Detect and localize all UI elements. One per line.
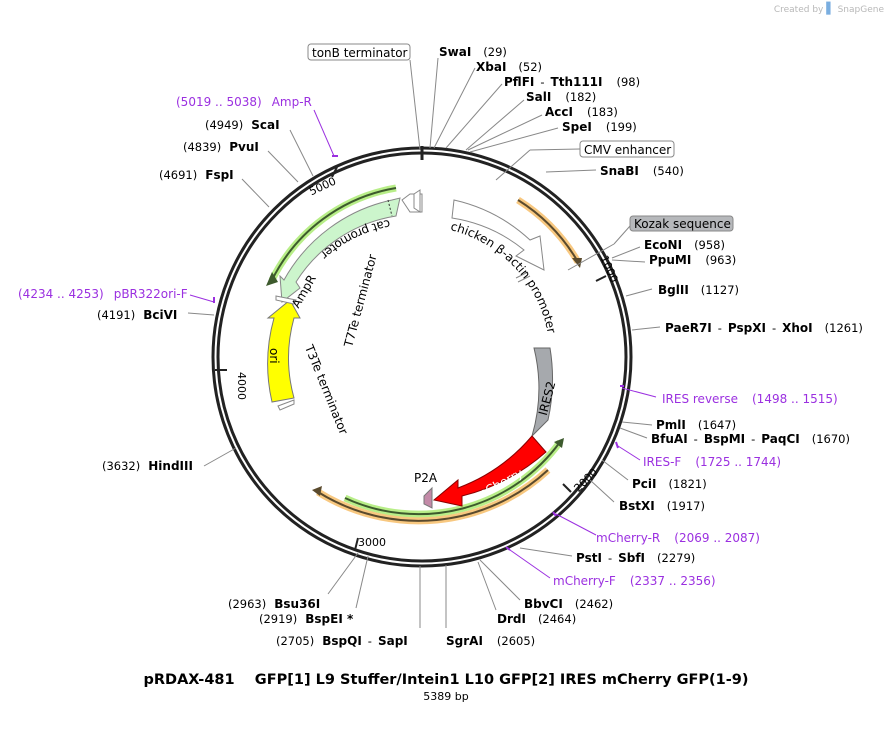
enzyme-pvui[interactable]: (4839) PvuI [183, 140, 259, 154]
svg-text:Kozak sequence: Kozak sequence [634, 217, 731, 231]
enzyme-bcivi[interactable]: (4191) BciVI [97, 308, 177, 322]
label-t7te: T7Te terminator [341, 253, 379, 350]
enzyme-bsu36i[interactable]: (2963) Bsu36I [228, 597, 320, 611]
label-tonb-terminator[interactable]: tonB terminator [307, 43, 421, 151]
enzyme-bfuai-bspmi-paqci[interactable]: BfuAI - BspMI - PaqCI (1670) [651, 432, 850, 446]
enzyme-pmli[interactable]: PmlI (1647) [656, 418, 736, 432]
enzyme-hindiii[interactable]: (3632) HindIII [102, 459, 193, 473]
enzyme-labels-left: (2705) BspQI - SapI (2919) BspEI * (2963) Bsu… [97, 118, 421, 648]
plasmid-description: GFP[1] L9 Stuffer/Intein1 L10 GFP[2] IRE… [254, 672, 749, 688]
primer-ires-reverse[interactable]: IRES reverse (1498 .. 1515) [662, 392, 838, 406]
tick-1000: 1000 [597, 254, 620, 285]
orf-arcs [266, 184, 582, 525]
plasmid-length: 5389 bp [423, 690, 469, 703]
feature-t3te-terminator[interactable] [277, 399, 295, 411]
feature-t7te-terminator[interactable] [275, 295, 297, 305]
feature-p2a[interactable] [423, 486, 433, 509]
enzyme-scai[interactable]: (4949) ScaI [205, 118, 280, 132]
enzyme-acci[interactable]: AccI (183) [545, 105, 618, 119]
enzyme-psti-sbfi[interactable]: PstI - SbfI (2279) [576, 551, 695, 565]
primer-mcherry-f[interactable]: mCherry-F (2337 .. 2356) [553, 574, 716, 588]
enzyme-xbai[interactable]: XbaI (52) [476, 60, 542, 74]
enzyme-spei[interactable]: SpeI (199) [562, 120, 637, 134]
label-kozak-sequence[interactable]: Kozak sequence [567, 215, 734, 271]
feature-tonb-terminator[interactable] [413, 189, 421, 213]
plasmid-title: pRDAX-481 GFP[1] L9 Stuffer/Intein1 L10 … [0, 672, 892, 688]
enzyme-pflfi-tth111i[interactable]: PflFI - Tth111I (98) [504, 75, 640, 89]
enzyme-drdi[interactable]: DrdI (2464) [497, 612, 576, 626]
feature-chicken-beta-actin-promoter[interactable] [451, 199, 545, 283]
enzyme-sgrai[interactable]: SgrAI (2605) [446, 634, 535, 648]
enzyme-snabi[interactable]: SnaBI (540) [600, 164, 684, 178]
enzyme-paer7i-pspxi-xhoi[interactable]: PaeR7I - PspXI - XhoI (1261) [665, 321, 863, 335]
enzyme-swai[interactable]: SwaI (29) [439, 45, 507, 59]
svg-text:tonB terminator: tonB terminator [312, 46, 408, 60]
label-t3te: T3Te terminator [302, 342, 351, 437]
label-ori: ori [267, 348, 281, 364]
enzyme-labels-right: SwaI (29) XbaI (52) PflFI - Tth111I (98) SalI… [429, 45, 863, 648]
enzyme-bspei[interactable]: (2919) BspEI * [259, 612, 354, 626]
enzyme-bglii[interactable]: BglII (1127) [658, 283, 739, 297]
label-p2a: P2A [414, 471, 438, 485]
enzyme-bbvci[interactable]: BbvCI (2462) [524, 597, 613, 611]
credit-prefix: Created by [773, 5, 824, 15]
enzyme-bspqi-sapi[interactable]: (2705) BspQI - SapI [276, 634, 408, 648]
feature-ampr[interactable] [279, 197, 401, 303]
feature-mcherry[interactable] [432, 435, 547, 507]
enzyme-pcii[interactable]: PciI (1821) [632, 477, 707, 491]
snapgene-logo-icon: ▌ [826, 2, 835, 15]
tick-4000: 4000 [235, 372, 248, 400]
enzyme-fspi[interactable]: (4691) FspI [159, 168, 234, 182]
enzyme-sali[interactable]: SalI (182) [526, 90, 596, 104]
enzyme-bstxi[interactable]: BstXI (1917) [619, 499, 705, 513]
enzyme-ppumi[interactable]: PpuMI (963) [649, 253, 736, 267]
label-cmv-enhancer[interactable]: CMV enhancer [495, 140, 675, 181]
enzyme-econi[interactable]: EcoNI (958) [644, 238, 725, 252]
svg-text:CMV enhancer: CMV enhancer [584, 143, 671, 157]
primer-labels: IRES reverse (1498 .. 1515) IRES-F (1725 .… [18, 95, 838, 588]
tick-3000: 3000 [358, 536, 386, 549]
credit-brand: SnapGene [837, 5, 884, 15]
snapgene-credit: Created by ▌ SnapGene [774, 2, 884, 15]
primer-amp-r[interactable]: (5019 .. 5038) Amp-R [176, 95, 312, 109]
plasmid-name: pRDAX-481 [143, 672, 235, 688]
primer-pbr322ori-f[interactable]: (4234 .. 4253) pBR322ori-F [18, 287, 188, 301]
primer-mcherry-r[interactable]: mCherry-R (2069 .. 2087) [596, 531, 760, 545]
primer-ires-f[interactable]: IRES-F (1725 .. 1744) [643, 455, 781, 469]
feature-ori[interactable] [266, 299, 301, 403]
